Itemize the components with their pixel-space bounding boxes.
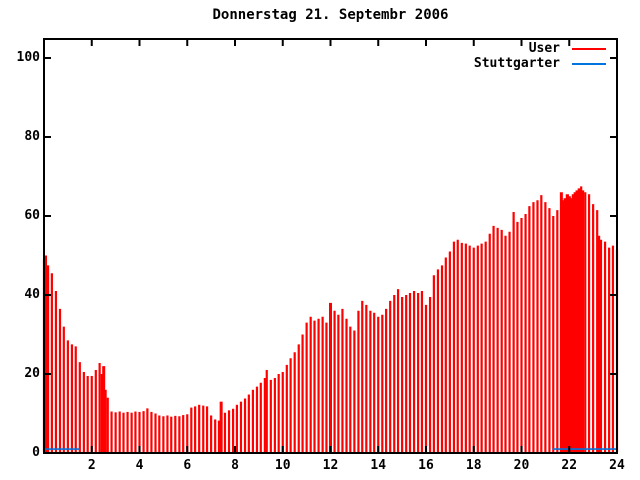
x-axis-tick-label: 12 bbox=[322, 458, 339, 473]
x-axis-tick-label: 8 bbox=[231, 458, 239, 473]
x-axis-tick-label: 6 bbox=[183, 458, 192, 473]
legend-line-sample-stuttgarter bbox=[572, 62, 606, 65]
x-axis-tick-label: 20 bbox=[513, 458, 530, 473]
x-axis-tick-label: 24 bbox=[609, 458, 625, 473]
y-axis-tick-label: 80 bbox=[24, 129, 40, 144]
legend-item-stuttgarter: Stuttgarter bbox=[412, 56, 606, 71]
y-axis-tick-label: 0 bbox=[32, 445, 40, 460]
legend-item-user: User bbox=[412, 41, 606, 56]
x-axis-tick-label: 16 bbox=[418, 458, 434, 473]
legend-label-stuttgarter: Stuttgarter bbox=[473, 56, 560, 71]
y-axis-tick-label: 40 bbox=[24, 287, 40, 302]
y-axis-tick-label: 60 bbox=[24, 208, 40, 223]
legend-line-sample-user bbox=[572, 47, 606, 50]
x-axis-tick-label: 14 bbox=[370, 458, 387, 473]
x-axis-tick-label: 4 bbox=[135, 458, 144, 473]
x-axis-tick-label: 10 bbox=[274, 458, 291, 473]
x-axis-tick-label: 18 bbox=[465, 458, 482, 473]
y-axis-tick-label: 100 bbox=[16, 50, 40, 65]
chart-title: Donnerstag 21. Septembr 2006 bbox=[212, 7, 449, 23]
legend: User Stuttgarter bbox=[412, 41, 606, 71]
x-axis-tick-label: 22 bbox=[561, 458, 578, 473]
x-axis-tick-label: 2 bbox=[87, 458, 96, 473]
legend-label-user: User bbox=[528, 41, 560, 56]
y-axis-tick-label: 20 bbox=[24, 366, 40, 381]
